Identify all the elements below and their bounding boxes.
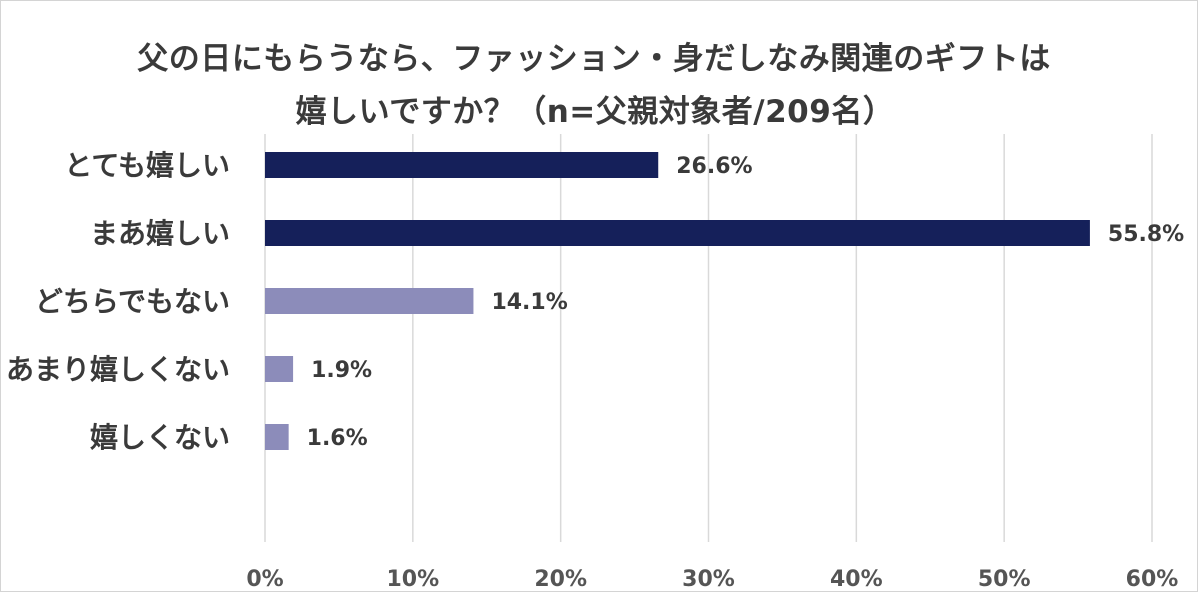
category-label: 嬉しくない <box>90 421 230 454</box>
grid-lines <box>264 134 1153 542</box>
bar <box>265 220 1090 246</box>
x-tick-label: 60% <box>1126 567 1179 592</box>
bar <box>265 424 289 450</box>
value-label: 1.9% <box>311 358 372 383</box>
category-label: あまり嬉しくない <box>6 353 230 386</box>
x-tick-label: 10% <box>386 567 439 592</box>
category-label: どちらでもない <box>35 285 230 318</box>
chart-title-line-2: 嬉しいですか？（n=父親対象者/209名） <box>295 94 895 130</box>
x-tick-label: 30% <box>682 567 735 592</box>
x-tick-label: 20% <box>534 567 587 592</box>
category-label: まあ嬉しい <box>90 217 230 250</box>
category-label: とても嬉しい <box>64 149 230 182</box>
x-tick-label: 50% <box>978 567 1031 592</box>
value-label: 1.6% <box>307 426 368 451</box>
x-axis-tick-labels: 0% 10% 20% 30% 40% 50% 60% <box>246 567 1178 592</box>
bar <box>265 288 474 314</box>
value-label: 55.8% <box>1108 222 1184 247</box>
value-label: 26.6% <box>676 154 752 179</box>
value-label: 14.1% <box>491 290 567 315</box>
x-tick-label: 40% <box>830 567 883 592</box>
bar <box>265 152 659 178</box>
bar <box>265 356 294 382</box>
value-labels: 26.6% 55.8% 14.1% 1.9% 1.6% <box>307 154 1185 451</box>
chart-title-line-1: 父の日にもらうなら、ファッション・身だしなみ関連のギフトは <box>137 41 1051 77</box>
bars <box>265 152 1090 450</box>
x-tick-label: 0% <box>246 567 283 592</box>
